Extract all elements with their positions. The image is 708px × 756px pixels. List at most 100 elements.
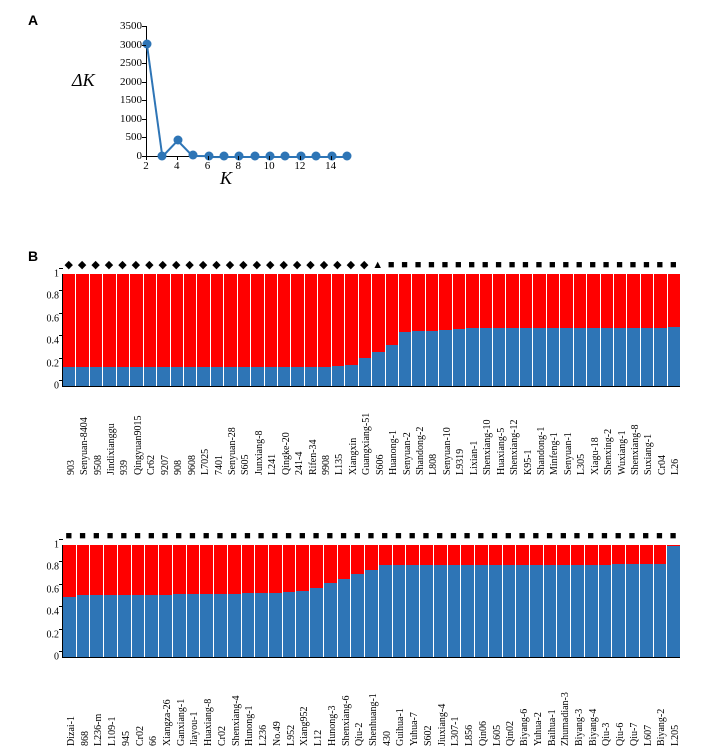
panel-b-bar: [412, 274, 425, 386]
panel-b-x-label: L236: [258, 725, 269, 746]
panel-b-bar-bottom: [200, 594, 213, 657]
panel-b-bar: [238, 274, 251, 386]
panel-b-bar-bottom: [228, 594, 241, 657]
panel-b-bar-top: [296, 545, 309, 591]
panel-b-x-label: 430: [382, 731, 393, 746]
panel-b-x-label: L952: [286, 725, 297, 746]
panel-b-bar: [255, 545, 269, 657]
panel-b-bar-bottom: [585, 565, 598, 657]
panel-b-bar: [475, 545, 489, 657]
panel-b-bar-top: [393, 545, 406, 565]
panel-b-x-label: Jiayou-1: [189, 712, 200, 746]
panel-b-bar-top: [291, 274, 303, 367]
panel-a-marker: [158, 151, 167, 160]
panel-b-bar: [544, 545, 558, 657]
panel-b-symbol: ◆: [239, 260, 247, 271]
panel-b-x-label: 868: [80, 731, 91, 746]
panel-b-bar: [585, 545, 599, 657]
panel-b-bar: [667, 545, 680, 657]
panel-b-x-label: 9508: [93, 455, 104, 475]
panel-b-x-label: Ganxiang-1: [176, 699, 187, 746]
panel-b-bar-bottom: [332, 366, 344, 386]
panel-a-x-tick: 6: [200, 160, 216, 172]
panel-b-bar-bottom: [466, 328, 478, 386]
panel-b-x-label: L605: [492, 725, 503, 746]
panel-b-symbol: ■: [536, 260, 543, 271]
panel-a-line-segment: [146, 45, 163, 157]
panel-b-x-label: Shandong-2: [415, 427, 426, 475]
panel-b-symbol: ■: [162, 531, 169, 542]
panel-b-bar-bottom: [159, 595, 172, 657]
panel-a-marker: [296, 151, 305, 160]
panel-b-bar: [251, 274, 264, 386]
panel-b-bar-top: [544, 545, 557, 565]
panel-b-x-label: L808: [428, 454, 439, 475]
panel-b-bar-bottom: [145, 595, 158, 657]
panel-b-symbol: ■: [576, 260, 583, 271]
panel-b-x-label: Suxiang-1: [643, 434, 654, 475]
panel-b-symbol: ■: [401, 260, 408, 271]
panel-b-symbol: ■: [455, 260, 462, 271]
panel-b-bar-top: [338, 545, 351, 579]
panel-b-x-label: L205: [670, 725, 681, 746]
panel-b-symbol: ■: [574, 531, 581, 542]
panel-b-bar-top: [211, 274, 223, 367]
panel-b-bar-top: [224, 274, 236, 367]
panel-b-bar-bottom: [612, 564, 625, 657]
panel-b-bar-bottom: [351, 574, 364, 657]
panel-b-bar: [434, 545, 448, 657]
panel-b-symbol: ■: [629, 531, 636, 542]
panel-a-marker: [281, 151, 290, 160]
panel-b-symbol: ■: [562, 260, 569, 271]
panel-b-bar: [90, 274, 103, 386]
panel-b-symbol: ◆: [306, 260, 314, 271]
panel-b-bar-bottom: [493, 328, 505, 386]
panel-b-bar-top: [574, 274, 586, 328]
panel-b-symbol: ■: [478, 531, 485, 542]
panel-b-symbol: ■: [642, 531, 649, 542]
panel-b-symbol: ■: [601, 531, 608, 542]
panel-b-symbol: ◆: [172, 260, 180, 271]
panel-b-symbol: ■: [217, 531, 224, 542]
panel-b-bar-bottom: [399, 332, 411, 386]
panel-b-x-label: Rifen-34: [308, 439, 319, 475]
panel-b-bar-top: [197, 274, 209, 367]
panel-b-bar: [489, 545, 503, 657]
panel-b-bar-top: [386, 274, 398, 345]
panel-b-x-label: 945: [121, 731, 132, 746]
panel-b-x-label: Lixian-1: [469, 441, 480, 475]
panel-b-bar: [63, 545, 77, 657]
panel-b-bar-bottom: [211, 367, 223, 386]
panel-b-symbol: ■: [657, 260, 664, 271]
panel-b-bar-bottom: [640, 564, 653, 657]
panel-b-x-label: Xiang952: [299, 707, 310, 746]
panel-b-bar-bottom: [412, 331, 424, 386]
panel-a-plot-area: [146, 26, 347, 157]
panel-b-x-label: L7025: [200, 449, 211, 475]
panel-b-bar: [351, 545, 365, 657]
panel-b-symbol: ◆: [253, 260, 261, 271]
panel-b-bar-bottom: [171, 367, 183, 386]
panel-b-x-label: Qiu-6: [615, 723, 626, 746]
panel-b-y-tick: 0.6: [47, 584, 60, 595]
panel-b-x-label: Qiu-3: [601, 723, 612, 746]
panel-b-bar-bottom: [63, 597, 76, 657]
panel-a-x-tick: 2: [138, 160, 154, 172]
panel-b-symbol: ◆: [64, 260, 72, 271]
panel-b-symbol: ▲: [372, 260, 383, 271]
panel-b-bar-bottom: [614, 328, 626, 386]
panel-b-bar: [171, 274, 184, 386]
panel-b-bar: [654, 545, 668, 657]
panel-a-y-tick: 1000: [106, 113, 142, 125]
panel-b-bar-top: [144, 274, 156, 367]
panel-b-row-2: ■■■■■■■■■■■■■■■■■■■■■■■■■■■■■■■■■■■■■■■■…: [28, 531, 680, 750]
panel-b-bar-bottom: [278, 367, 290, 386]
panel-b-x-label: K95-1: [523, 449, 534, 475]
panel-b-bar-bottom: [448, 565, 461, 657]
panel-b-symbol: ◆: [185, 260, 193, 271]
panel-b-bar: [118, 545, 132, 657]
panel-b-bar-top: [372, 274, 384, 352]
panel-b-symbol: ◆: [199, 260, 207, 271]
panel-b-y-tick: 0.8: [47, 562, 60, 573]
panel-b-bar-bottom: [76, 367, 88, 386]
